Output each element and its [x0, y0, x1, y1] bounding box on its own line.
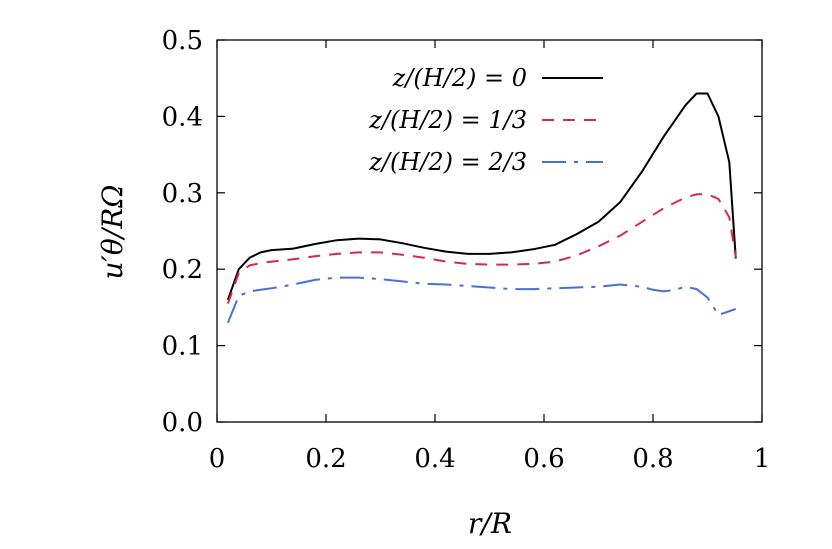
y-tick-label: 0.3 [162, 179, 203, 209]
y-tick-label: 0.2 [162, 255, 203, 285]
x-tick-label: 0.2 [305, 444, 346, 474]
series-lines [226, 92, 737, 324]
x-axis: 0 0.2 0.4 0.6 0.8 1 [209, 40, 771, 474]
y-tick-label: 0.4 [162, 102, 203, 132]
legend-label-3: z/(H/2) = 2/3 [368, 148, 527, 176]
y-axis: 0.0 0.1 0.2 0.3 0.4 0.5 [162, 26, 762, 438]
x-tick-label: 0.6 [523, 444, 564, 474]
y-axis-label: u′θ/RΩ [96, 185, 129, 280]
plot-frame [216, 39, 763, 423]
y-tick-label: 0.5 [162, 26, 203, 56]
y-tick-label: 0.1 [162, 332, 203, 362]
x-axis-label: r/R [468, 507, 512, 540]
plot-border [216, 39, 763, 423]
x-tick-label: 1 [754, 444, 771, 474]
series-line-1 [226, 92, 737, 301]
legend: z/(H/2) = 0 z/(H/2) = 1/3 z/(H/2) = 2/3 [368, 64, 603, 176]
series-line-3 [226, 276, 737, 324]
x-tick-label: 0 [209, 444, 226, 474]
y-tick-label: 0.0 [162, 408, 203, 438]
legend-label-2: z/(H/2) = 1/3 [368, 106, 527, 134]
x-tick-label: 0.8 [632, 444, 673, 474]
legend-label-1: z/(H/2) = 0 [392, 64, 527, 92]
x-tick-label: 0.4 [414, 444, 455, 474]
